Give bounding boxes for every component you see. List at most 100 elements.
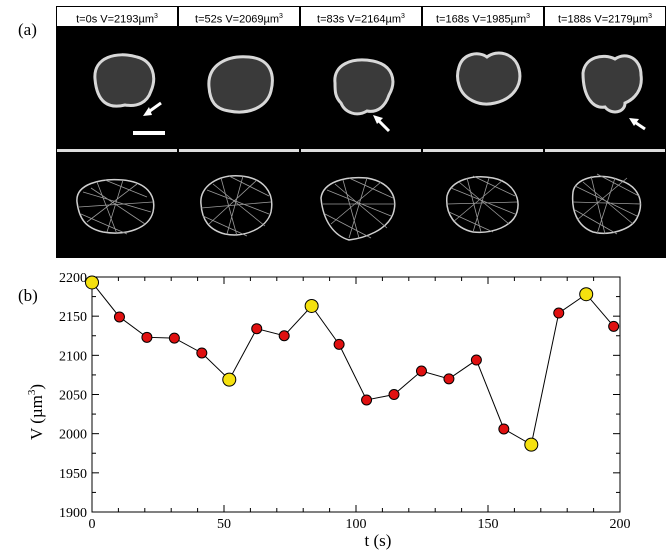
mesh-lines — [323, 177, 395, 239]
data-point — [361, 394, 373, 406]
plot-frame — [91, 276, 621, 513]
y-axis-label-text: V (µm — [27, 395, 46, 440]
arrow-icon — [629, 118, 646, 131]
y-tick-label: 2150 — [59, 310, 87, 325]
image-separator — [179, 149, 299, 152]
snapshot-1: t=52s V=2069µm3 — [178, 6, 300, 258]
data-point — [443, 373, 455, 385]
snapshot-unit-exponent: 3 — [279, 13, 283, 20]
x-tick-label: 50 — [217, 517, 231, 532]
axis-layer: 0 50 100 150 200 1900 1950 2000 2050 2100 2150 2200 — [59, 271, 631, 532]
arrow-icon — [143, 101, 162, 116]
cell-outline — [456, 51, 522, 106]
fluorescence-image — [301, 27, 421, 149]
data-point — [168, 332, 180, 344]
snapshot-time: t=188s — [557, 13, 592, 26]
snapshot-caption: t=52s V=2069µm3 — [179, 7, 299, 27]
snapshot-volume: V=2069µm — [225, 13, 280, 26]
snapshot-volume: V=2164µm — [347, 13, 402, 26]
snapshot-unit-exponent: 3 — [154, 13, 158, 20]
volume-chart: 0 50 100 150 200 1900 1950 2000 2050 2100 2150 2200… — [0, 260, 668, 550]
data-point — [251, 323, 263, 335]
y-tick-label: 2200 — [59, 271, 87, 286]
fluorescence-image — [179, 27, 299, 149]
snapshot-time: t=83s — [317, 13, 345, 26]
marker-layer — [85, 275, 620, 452]
snapshot-caption: t=0s V=2193µm3 — [57, 7, 177, 27]
mesh-image — [423, 152, 543, 257]
x-tick-label: 200 — [610, 517, 631, 532]
y-tick-label: 1900 — [59, 506, 87, 521]
data-point — [608, 320, 620, 332]
x-tick-label: 150 — [478, 517, 499, 532]
y-tick-label: 2100 — [59, 349, 87, 364]
image-separator — [545, 149, 665, 152]
snapshot-2: t=83s V=2164µm3 — [300, 6, 422, 258]
arrow-icon — [373, 115, 391, 133]
snapshot-time: t=0s — [76, 13, 98, 26]
cell-outline — [93, 53, 156, 108]
data-point — [141, 331, 153, 343]
fluorescence-image — [423, 27, 543, 149]
highlighted-data-point — [222, 372, 237, 387]
snapshot-volume: V=2179µm — [594, 13, 649, 26]
mesh-lines — [78, 179, 154, 235]
fluorescence-image — [57, 27, 177, 149]
snapshot-caption: t=188s V=2179µm3 — [545, 7, 665, 27]
series-line — [91, 282, 615, 446]
snapshot-4: t=188s V=2179µm3 — [544, 6, 666, 258]
mesh-outline — [76, 178, 155, 234]
scale-bar — [133, 131, 165, 135]
data-point — [415, 365, 427, 377]
y-tick-label: 2000 — [59, 428, 87, 443]
mesh-outline — [320, 176, 396, 241]
snapshot-time: t=168s — [435, 13, 470, 26]
x-tick-label: 100 — [346, 517, 367, 532]
mesh-lines — [572, 173, 642, 235]
data-point — [196, 347, 208, 359]
snapshot-unit-exponent: 3 — [526, 13, 531, 20]
panel-a-label: (a) — [18, 20, 37, 39]
data-point — [278, 330, 290, 342]
cell-outline — [207, 55, 274, 114]
data-point — [333, 338, 345, 350]
highlighted-data-point — [304, 298, 319, 313]
image-separator — [57, 149, 177, 152]
y-tick-label: 2050 — [59, 389, 87, 404]
y-axis-label: V (µm3) — [26, 384, 46, 440]
panel-b-label: (b) — [18, 286, 38, 305]
mesh-outline — [446, 176, 519, 234]
mesh-image — [301, 152, 421, 257]
snapshot-caption: t=83s V=2164µm3 — [301, 7, 421, 27]
snapshot-unit-exponent: 3 — [648, 13, 653, 20]
mesh-image — [545, 152, 665, 257]
x-axis-label: t (s) — [365, 531, 392, 550]
data-point — [498, 423, 510, 435]
microscopy-panel: t=0s V=2193µm3 t=52s V=2069µm3 — [56, 6, 666, 258]
series-line-layer — [91, 282, 615, 446]
mesh-lines — [446, 175, 518, 233]
snapshot-volume: V=1985µm — [472, 13, 527, 26]
snapshot-time: t=52s — [195, 13, 223, 26]
image-separator — [423, 149, 543, 152]
y-axis-label-exponent: 3 — [26, 389, 38, 395]
snapshot-3: t=168s V=1985µm3 — [422, 6, 544, 258]
y-tick-label: 1950 — [59, 467, 87, 482]
x-tick-label: 0 — [89, 517, 96, 532]
fluorescence-image — [545, 27, 665, 149]
y-axis-label-close: ) — [27, 384, 46, 390]
cell-outline — [581, 54, 643, 114]
highlighted-data-point — [579, 287, 594, 302]
mesh-image — [179, 152, 299, 257]
data-point — [388, 389, 400, 400]
snapshot-unit-exponent: 3 — [401, 13, 405, 20]
snapshot-caption: t=168s V=1985µm3 — [423, 7, 543, 27]
snapshot-0: t=0s V=2193µm3 — [56, 6, 178, 258]
cell-outline — [333, 58, 395, 116]
data-point — [113, 311, 125, 323]
highlighted-data-point — [524, 437, 539, 452]
mesh-outline — [200, 175, 273, 236]
data-point — [553, 307, 565, 319]
mesh-image — [57, 152, 177, 257]
mesh-lines — [200, 175, 272, 237]
